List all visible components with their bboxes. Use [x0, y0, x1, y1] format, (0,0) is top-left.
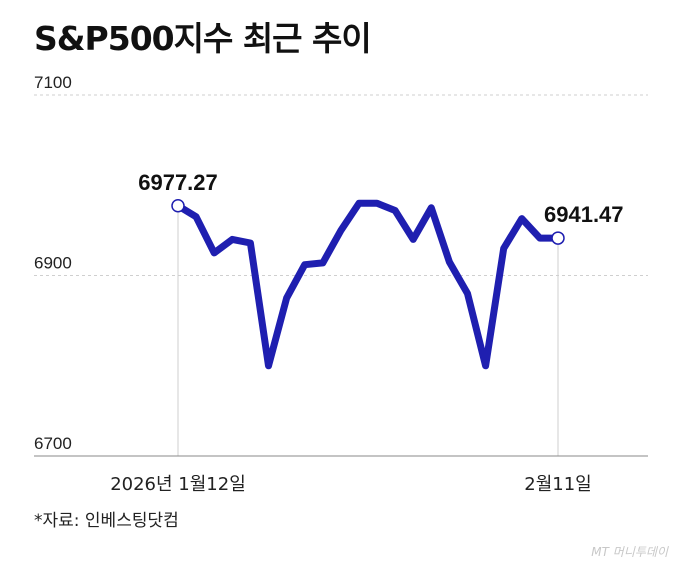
x-tick-label: 2월11일 — [524, 474, 591, 495]
y-tick-label: 6700 — [34, 434, 72, 453]
y-tick-label: 6900 — [34, 254, 72, 273]
guide-lines — [177, 205, 559, 456]
series-line — [174, 199, 562, 370]
data-label: 6941.47 — [544, 202, 624, 227]
data-label: 6977.27 — [138, 170, 218, 195]
source-note: *자료: 인베스팅닷컴 — [34, 511, 179, 531]
data-point-marker — [551, 231, 565, 245]
x-tick-label: 2026년 1월12일 — [110, 474, 246, 495]
data-labels: 6977.27 6941.47 — [138, 170, 623, 227]
chart-title: S&P500지수 최근 추이 — [34, 19, 372, 58]
endpoint-markers — [171, 199, 565, 245]
gridlines — [34, 94, 648, 276]
y-axis-ticks: 6700 6900 7100 — [34, 73, 72, 453]
y-tick-label: 7100 — [34, 73, 72, 92]
publisher-watermark: MT 머니투데이 — [591, 545, 668, 559]
data-point-marker — [171, 199, 185, 213]
x-axis-ticks: 2026년 1월12일 2월11일 — [110, 474, 592, 495]
